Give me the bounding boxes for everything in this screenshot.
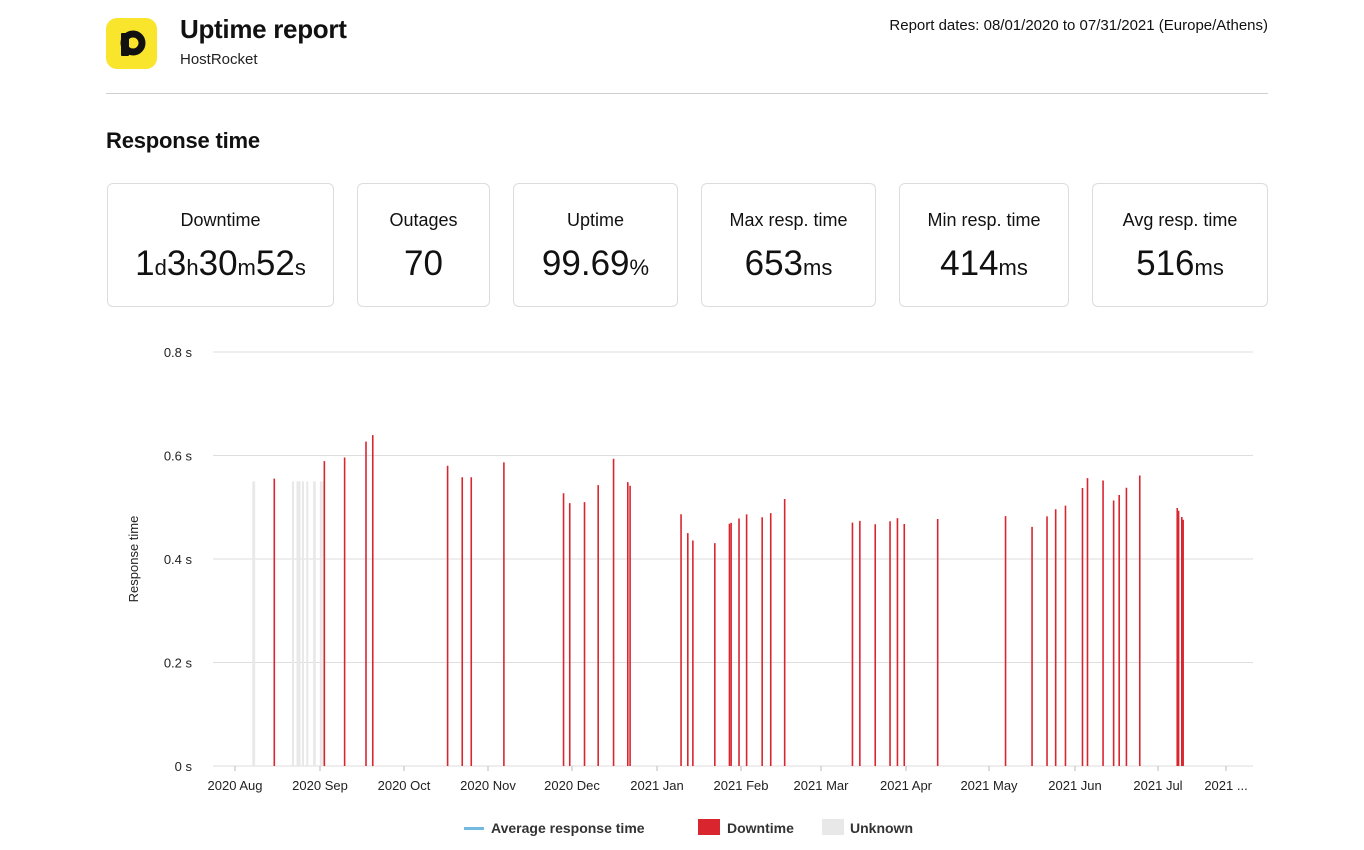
y-axis-label: Response time [126,516,141,603]
stat-label: Avg resp. time [1122,210,1238,230]
app-logo [106,18,157,69]
legend-unknown[interactable]: Unknown [850,820,913,836]
x-tick-label: 2020 Sep [292,778,348,793]
stat-value: 653ms [744,244,833,283]
y-tick-label: 0.2 s [164,656,193,671]
y-tick-label: 0.4 s [164,552,193,567]
stat-label: Uptime [566,210,624,230]
legend-unknown-swatch [822,819,844,835]
legend-line-swatch [464,827,484,830]
monitor-name: HostRocket [180,51,258,68]
stat-card-avg-resp: Avg resp. time 516ms [1092,183,1268,307]
page-title: Uptime report [180,14,347,44]
x-tick-label: 2020 Nov [460,778,516,793]
x-tick-label: 2020 Aug [208,778,263,793]
x-tick-label: 2021 ... [1204,778,1247,793]
stat-label: Max resp. time [729,210,848,230]
stat-value: 1d3h30m52s [135,244,306,283]
stat-value: 99.69% [541,244,650,283]
response-time-chart: 0 s 0.2 s 0.4 s 0.6 s 0.8 s 2020 Aug 2020 Sep 2… [106,330,1268,811]
legend-average[interactable]: Average response time [491,820,645,836]
stat-card-max-resp: Max resp. time 653ms [701,183,876,307]
y-tick-label: 0 s [175,759,193,774]
chart-legend: Average response time Downtime Unknown [0,818,1364,842]
stat-label: Downtime [180,210,261,230]
x-tick-label: 2020 Dec [544,778,600,793]
x-tick-label: 2021 Feb [714,778,769,793]
stat-card-outages: Outages 70 [357,183,490,307]
stat-label: Min resp. time [927,210,1041,230]
legend-downtime[interactable]: Downtime [727,820,794,836]
stat-value: 516ms [1136,244,1224,283]
x-tick-label: 2021 Jun [1048,778,1102,793]
chart-svg: 0 s 0.2 s 0.4 s 0.6 s 0.8 s 2020 Aug 2020 Sep 2… [126,345,1253,793]
stat-card-downtime: Downtime 1d3h30m52s [107,183,334,307]
y-tick-label: 0.8 s [164,345,193,360]
stat-card-uptime: Uptime 99.69% [513,183,678,307]
stat-value: 70 [404,244,443,283]
report-header: Uptime report HostRocket Report dates: 0… [106,14,1268,94]
logo-p-icon [120,30,146,56]
report-dates: Report dates: 08/01/2020 to 07/31/2021 (… [889,17,1268,34]
legend-downtime-swatch [698,819,720,835]
stat-value: 414ms [940,244,1028,283]
x-tick-label: 2021 Mar [794,778,850,793]
x-tick-label: 2020 Oct [378,778,431,793]
x-tick-label: 2021 Jan [630,778,684,793]
x-tick-label: 2021 Jul [1133,778,1182,793]
stat-label: Outages [389,210,458,230]
x-tick-label: 2021 Apr [880,778,933,793]
x-tick-label: 2021 May [960,778,1018,793]
y-tick-label: 0.6 s [164,449,193,464]
stat-card-min-resp: Min resp. time 414ms [899,183,1069,307]
section-title: Response time [106,128,260,153]
